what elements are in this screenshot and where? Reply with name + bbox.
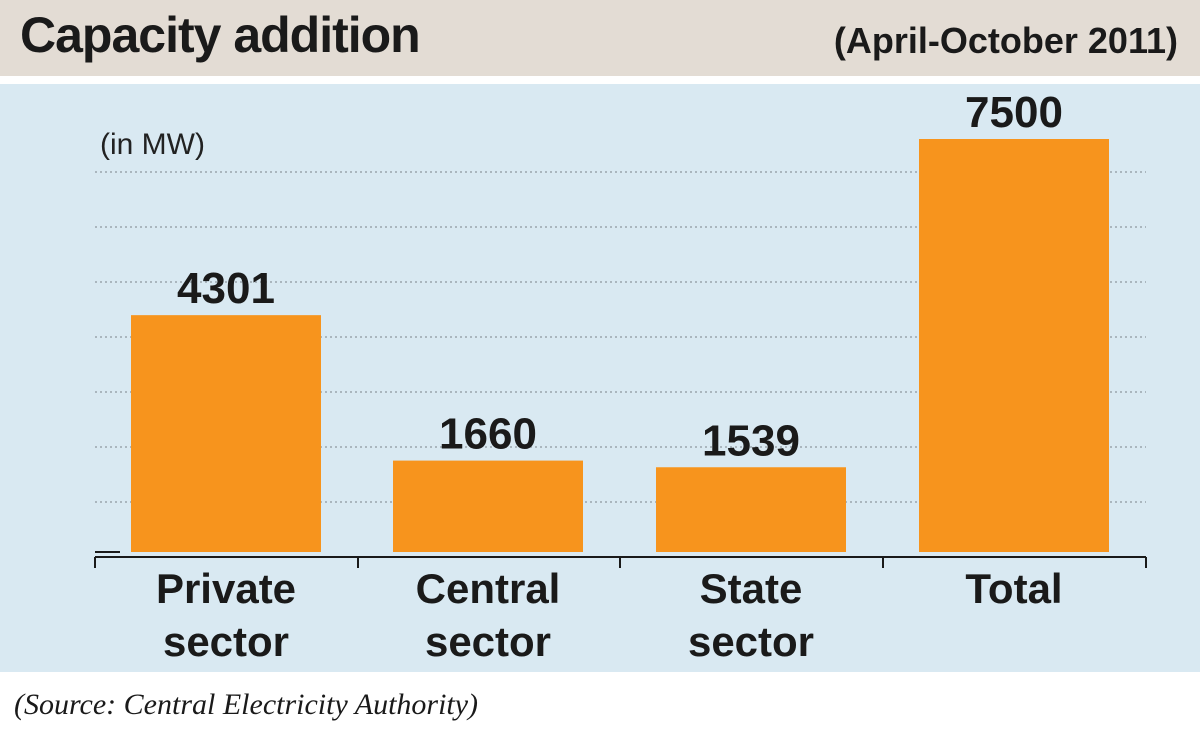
- category-label: sector: [163, 618, 289, 665]
- data-label: 4301: [177, 264, 275, 313]
- category-label: Central: [416, 565, 561, 612]
- chart-subtitle: (April-October 2011): [833, 20, 1178, 61]
- bar: [919, 139, 1109, 552]
- bar: [393, 460, 583, 552]
- chart-title: Capacity addition: [20, 7, 421, 63]
- data-label: 7500: [965, 88, 1063, 137]
- unit-label: (in MW): [100, 128, 205, 161]
- data-label: 1660: [439, 410, 537, 459]
- bar: [131, 315, 321, 552]
- data-label: 1539: [702, 416, 800, 465]
- category-label: Private: [156, 565, 296, 612]
- category-label: State: [700, 565, 803, 612]
- source-note: (Source: Central Electricity Authority): [14, 688, 479, 721]
- title-bar: Capacity addition (April-October 2011): [0, 0, 1200, 76]
- bar: [656, 467, 846, 552]
- category-label: Total: [965, 565, 1062, 612]
- category-label: sector: [688, 618, 814, 665]
- category-label: sector: [425, 618, 551, 665]
